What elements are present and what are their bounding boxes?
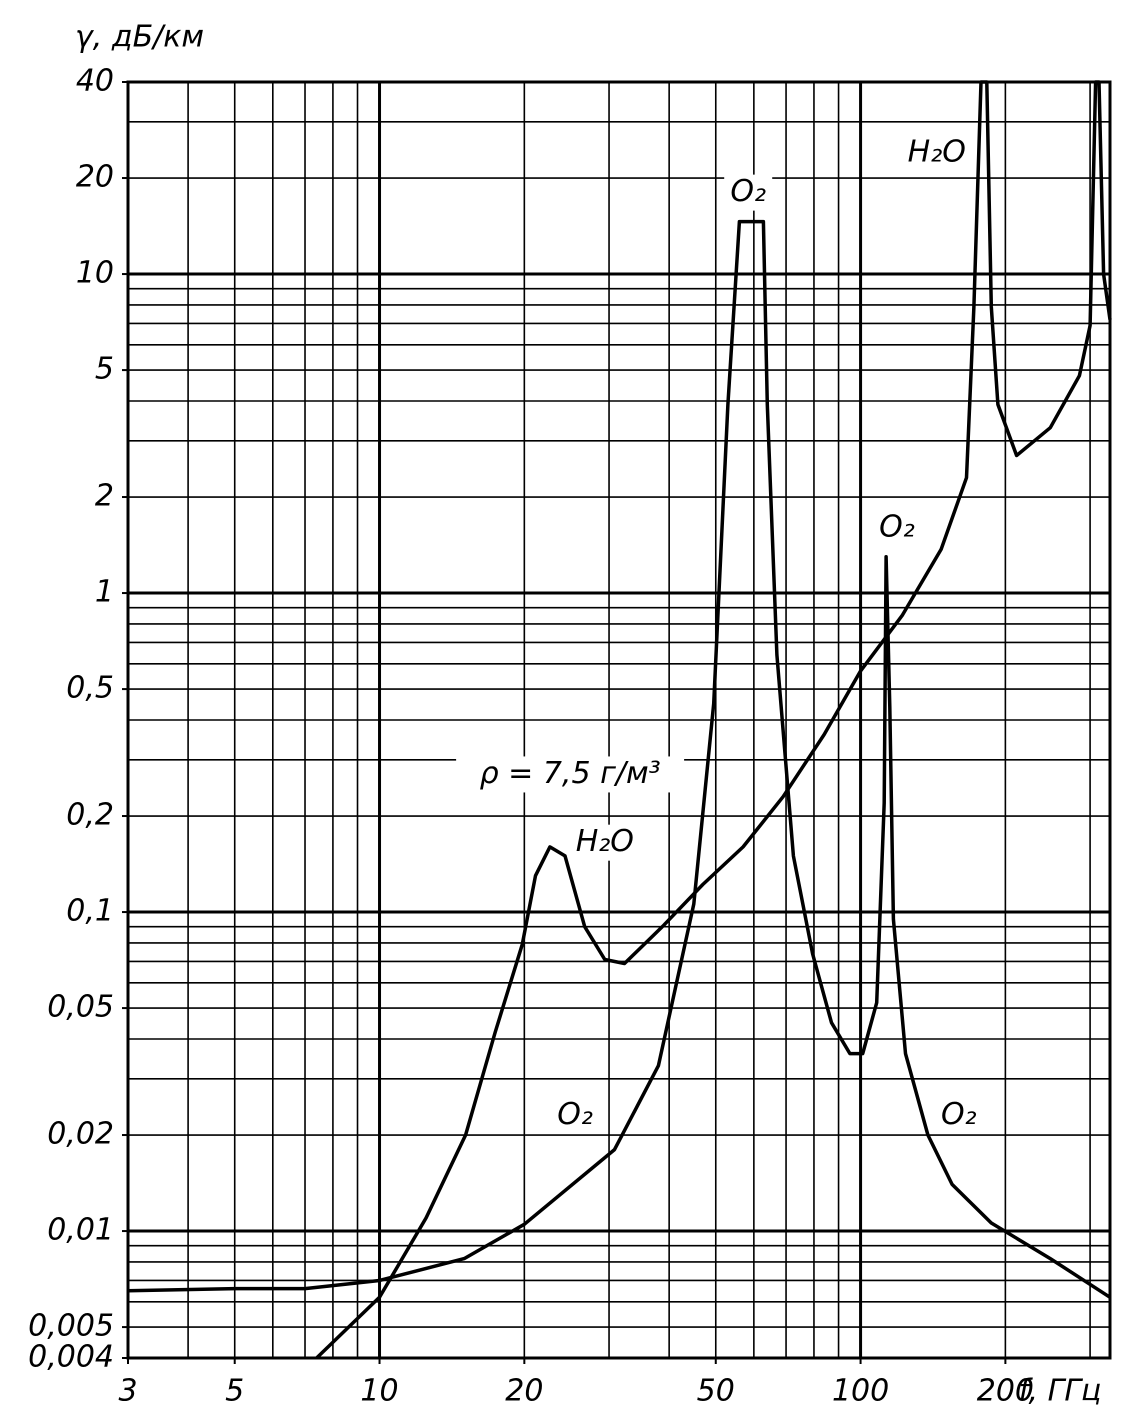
y-tick-label: 2 bbox=[95, 479, 114, 514]
x-tick-label: 50 bbox=[697, 1374, 735, 1409]
y-tick-label: 0,005 bbox=[28, 1309, 114, 1344]
y-tick-label: 40 bbox=[76, 64, 114, 99]
annotation: O₂ bbox=[557, 1097, 593, 1132]
y-tick-label: 0,02 bbox=[47, 1117, 114, 1152]
x-tick-label: 10 bbox=[360, 1374, 398, 1409]
annotation: H₂O bbox=[908, 134, 966, 169]
x-tick-label: 3 bbox=[118, 1374, 137, 1409]
x-tick-label: 200 bbox=[977, 1374, 1034, 1409]
annotation: ρ = 7,5 г/м³ bbox=[480, 756, 661, 791]
annotation-bg bbox=[872, 509, 921, 546]
x-tick-label: 100 bbox=[832, 1374, 889, 1409]
series-line bbox=[315, 80, 1112, 1360]
series-line bbox=[127, 219, 1111, 1299]
annotation: O₂ bbox=[730, 174, 766, 209]
annotation-bg bbox=[551, 1097, 600, 1134]
y-axis-label: γ, дБ/км bbox=[75, 20, 204, 55]
annotation-bg bbox=[903, 134, 970, 171]
annotation-bg bbox=[724, 174, 773, 211]
annotation: O₂ bbox=[879, 509, 915, 544]
y-tick-label: 0,5 bbox=[66, 671, 114, 706]
annotation: O₂ bbox=[941, 1097, 977, 1132]
y-tick-label: 0,05 bbox=[47, 990, 114, 1025]
y-tick-label: 5 bbox=[95, 352, 114, 387]
x-tick-label: 5 bbox=[225, 1374, 244, 1409]
x-axis-label: f, ГГц bbox=[1019, 1374, 1102, 1409]
x-tick-label: 20 bbox=[505, 1374, 543, 1409]
y-tick-label: 0,2 bbox=[66, 798, 114, 833]
annotation-bg bbox=[934, 1097, 983, 1134]
y-tick-label: 0,1 bbox=[66, 894, 114, 929]
annotation-bg bbox=[456, 756, 685, 793]
plot-frame bbox=[126, 80, 1112, 1360]
annotation: H₂O bbox=[576, 824, 634, 859]
y-tick-label: 10 bbox=[76, 256, 114, 291]
y-tick-label: 20 bbox=[76, 160, 114, 195]
y-tick-label: 0,01 bbox=[47, 1213, 114, 1248]
y-tick-label: 1 bbox=[95, 575, 114, 610]
y-tick-label: 0,004 bbox=[28, 1340, 114, 1375]
annotation-bg bbox=[571, 824, 638, 861]
